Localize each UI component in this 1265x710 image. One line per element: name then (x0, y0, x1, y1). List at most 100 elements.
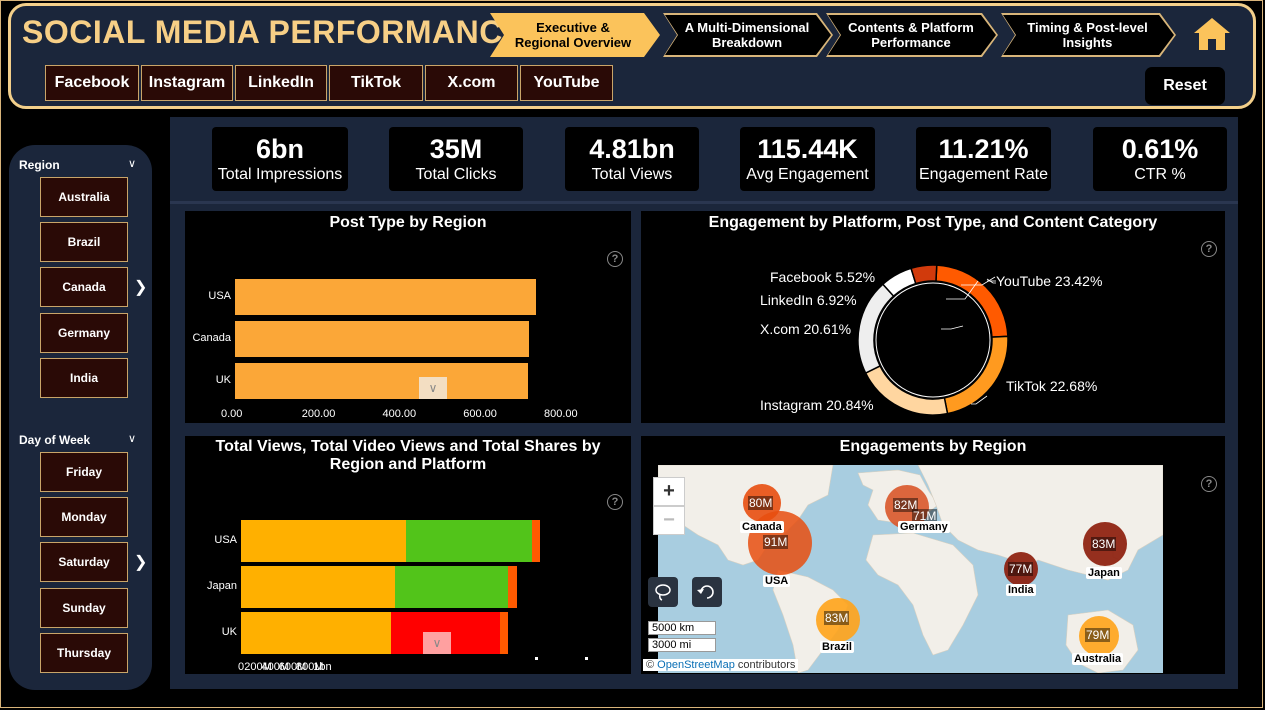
bubble-value: 79M (1085, 628, 1111, 642)
donut-label-instagram: Instagram 20.84% (760, 397, 874, 413)
kpi-card: 35M Total Clicks (389, 127, 523, 191)
x-tick-label: 800.00 (544, 408, 578, 420)
region-slicer-item[interactable]: Canada (40, 267, 128, 307)
map-bubble-brazil[interactable] (816, 598, 860, 642)
kpi-value: 11.21% (938, 134, 1029, 164)
chevron-down-icon[interactable]: ∨ (423, 632, 451, 654)
bar-canada[interactable] (235, 321, 529, 357)
bubble-value: 82M (893, 498, 919, 512)
chevron-down-icon[interactable]: ∨ (128, 158, 137, 170)
divider (170, 201, 1238, 204)
refresh-button[interactable] (692, 577, 722, 607)
stack-segment[interactable] (241, 520, 407, 562)
zoom-out-button[interactable]: − (653, 506, 685, 535)
day-slicer-item[interactable]: Saturday (40, 542, 128, 582)
stack-segment[interactable] (499, 612, 509, 654)
map-bubble-india[interactable] (1004, 552, 1038, 586)
donut-slice[interactable] (943, 335, 1009, 415)
chart-title: Engagement by Platform, Post Type, and C… (708, 214, 1158, 231)
bubble-name: India (1006, 584, 1036, 596)
bubble-name: USA (763, 575, 791, 587)
kpi-value: 35M (429, 134, 483, 164)
category-label: USA (208, 290, 231, 302)
chart-title: Engagements by Region (839, 438, 1027, 455)
bar-usa[interactable] (235, 279, 536, 315)
stack-segment[interactable] (531, 520, 541, 562)
region-slicer-item[interactable]: Brazil (40, 222, 128, 262)
category-label: USA (214, 534, 237, 546)
donut-slice[interactable] (910, 264, 938, 285)
osm-link[interactable]: OpenStreetMap (657, 659, 735, 671)
kpi-label: Avg Engagement (746, 166, 869, 183)
x-tick-label: 400.00 (382, 408, 417, 420)
category-label: UK (215, 374, 231, 386)
day-slicer-item[interactable]: Thursday (40, 633, 128, 673)
bubble-value: 83M (1091, 537, 1117, 551)
chevron-right-icon[interactable]: ❯ (134, 279, 148, 296)
nav-page-label: Contents & Platform Performance (848, 20, 974, 50)
platform-button-facebook[interactable]: Facebook (45, 65, 139, 101)
map-bubble-australia[interactable] (1079, 616, 1119, 656)
stack-segment[interactable] (395, 566, 509, 608)
x-tick-label: 800M (296, 661, 324, 673)
stack-segment[interactable] (241, 612, 392, 654)
donut-label-xcom: X.com 20.61% (760, 321, 852, 337)
bubble-name: Germany (898, 521, 950, 533)
help-icon[interactable]: ? (1201, 476, 1217, 492)
nav-page-label: Timing & Post-level Insights (1027, 20, 1148, 50)
region-slicer-item[interactable]: Australia (40, 177, 128, 217)
chevron-down-icon[interactable]: ∨ (419, 377, 447, 399)
x-tick-label: 0 (238, 661, 245, 673)
donut-slice[interactable] (857, 283, 895, 375)
bubble-name: Canada (740, 521, 784, 533)
day-slicer-item[interactable]: Monday (40, 497, 128, 537)
day-slicer-item[interactable]: Friday (40, 452, 128, 492)
donut-label-facebook: Facebook 5.52% (770, 269, 876, 285)
region-slicer-item[interactable]: India (40, 358, 128, 398)
kpi-value: 0.61% (1121, 134, 1199, 164)
day-filter-title: Day of Week (19, 433, 91, 447)
kpi-label: Total Clicks (415, 166, 497, 183)
bar-uk[interactable] (235, 363, 529, 399)
chevron-right-icon[interactable]: ❯ (134, 554, 148, 571)
stack-segment[interactable] (508, 566, 517, 608)
zoom-in-button[interactable]: + (653, 477, 685, 506)
day-slicer-item[interactable]: Sunday (40, 588, 128, 628)
platform-button-xcom[interactable]: X.com (425, 65, 518, 101)
kpi-label: Engagement Rate (919, 166, 1048, 183)
nav-page-contents[interactable]: Contents & Platform Performance (826, 13, 998, 57)
nav-page-label: Executive & Regional Overview (514, 20, 632, 50)
stack-segment[interactable] (406, 520, 532, 562)
help-icon[interactable]: ? (1201, 241, 1217, 257)
stack-segment[interactable] (241, 566, 396, 608)
map-bubble-japan[interactable] (1083, 522, 1127, 566)
platform-button-tiktok[interactable]: TikTok (329, 65, 423, 101)
region-filter-title: Region (19, 158, 60, 172)
kpi-label: Total Views (591, 166, 673, 183)
chevron-down-icon[interactable]: ∨ (128, 433, 137, 445)
platform-button-linkedin[interactable]: LinkedIn (235, 65, 327, 101)
reset-button[interactable]: Reset (1145, 67, 1225, 105)
platform-button-youtube[interactable]: YouTube (520, 65, 613, 101)
donut-label-youtube: YouTube 23.42% (996, 273, 1103, 289)
scale-mi: 3000 mi (648, 638, 716, 652)
chart-title: Total Views, Total Video Views and Total… (215, 438, 601, 473)
engagement-donut-panel: Engagement by Platform, Post Type, and C… (641, 211, 1225, 423)
help-icon[interactable]: ? (607, 494, 623, 510)
donut-label-tiktok: TikTok 22.68% (1006, 378, 1098, 394)
bubble-value: 83M (824, 611, 850, 625)
nav-page-executive[interactable]: Executive & Regional Overview (490, 13, 660, 57)
nav-page-timing[interactable]: Timing & Post-level Insights (1001, 13, 1176, 57)
tick-mark (585, 657, 588, 660)
donut-label-linkedin: LinkedIn 6.92% (760, 292, 857, 308)
bubble-name: Brazil (820, 641, 854, 653)
attribution-suffix: contributors (737, 659, 796, 671)
nav-page-breakdown[interactable]: A Multi-Dimensional Breakdown (663, 13, 833, 57)
map-attribution: © OpenStreetMap contributors (643, 659, 799, 671)
platform-button-instagram[interactable]: Instagram (141, 65, 233, 101)
region-slicer-item[interactable]: Germany (40, 313, 128, 353)
help-icon[interactable]: ? (607, 251, 623, 267)
lasso-select-button[interactable] (648, 577, 678, 607)
home-icon[interactable] (1193, 17, 1231, 51)
x-tick-label: 1bn (313, 661, 332, 673)
